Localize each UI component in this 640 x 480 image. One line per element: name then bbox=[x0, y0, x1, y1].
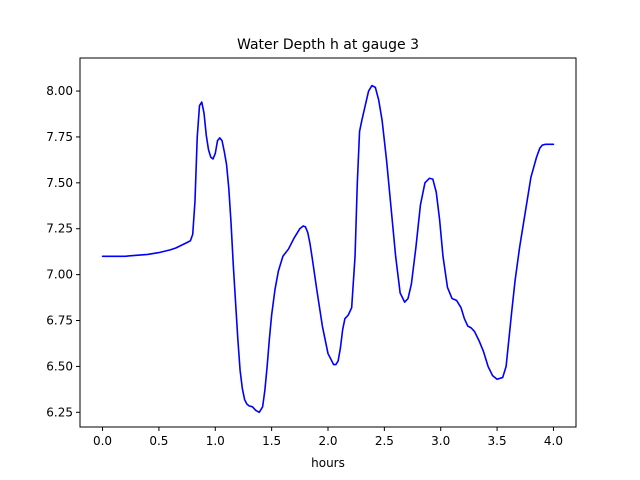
y-tick-label: 7.75 bbox=[46, 130, 73, 144]
plot-frame bbox=[79, 57, 577, 428]
axes: 0.0 0.5 1.0 1.5 2.0 2.5 3.0 3.5 4.0 6.25 6.50 6.75 7… bbox=[46, 57, 577, 448]
x-tick-label: 0.5 bbox=[149, 434, 168, 448]
x-tick-label: 4.0 bbox=[544, 434, 563, 448]
y-tick-label: 7.50 bbox=[46, 176, 73, 190]
series-line-0 bbox=[101, 84, 555, 414]
x-tick-label: 0.0 bbox=[93, 434, 112, 448]
y-tick-label: 7.00 bbox=[46, 268, 73, 282]
plot-area bbox=[101, 84, 555, 414]
x-tick-label: 2.5 bbox=[375, 434, 394, 448]
x-tick-label: 3.0 bbox=[431, 434, 450, 448]
y-tick-label: 6.75 bbox=[46, 314, 73, 328]
x-tick-label: 1.0 bbox=[206, 434, 225, 448]
x-tick-label: 1.5 bbox=[262, 434, 281, 448]
chart-title: Water Depth h at gauge 3 bbox=[237, 37, 419, 53]
x-axis-label: hours bbox=[311, 456, 345, 470]
y-tick-label: 8.00 bbox=[46, 84, 73, 98]
y-tick-label: 6.50 bbox=[46, 359, 73, 373]
y-tick-label: 7.25 bbox=[46, 222, 73, 236]
x-tick-label: 3.5 bbox=[488, 434, 507, 448]
x-tick-label: 2.0 bbox=[318, 434, 337, 448]
y-tick-label: 6.25 bbox=[46, 405, 73, 419]
